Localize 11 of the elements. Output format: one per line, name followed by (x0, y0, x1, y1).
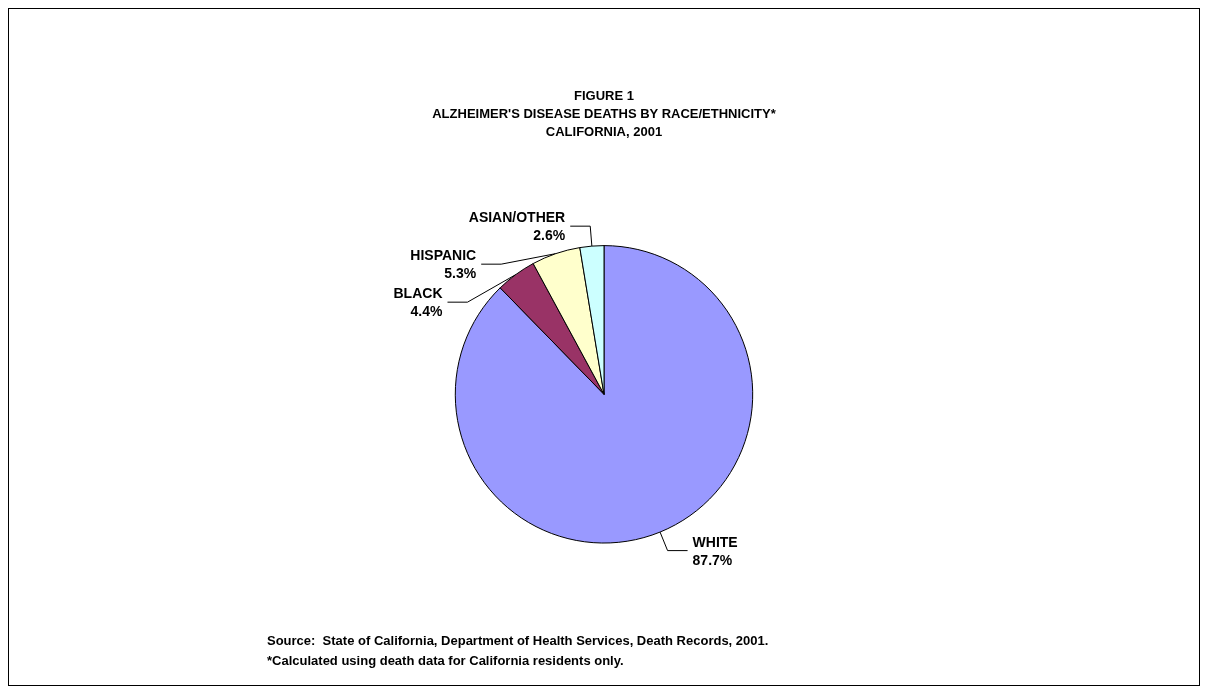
slice-label: BLACK (393, 285, 443, 302)
chart-title: FIGURE 1 ALZHEIMER'S DISEASE DEATHS BY RACE/ETHNICITY* CALIFORNIA, 2001 (432, 87, 777, 139)
data-label: 5.3% (444, 265, 477, 282)
slice-label: HISPANIC (410, 247, 477, 264)
data-label: 4.4% (410, 303, 444, 320)
slice-label: ASIAN/OTHER (468, 209, 566, 226)
text: *Calculated using death data for California residents only. (267, 653, 624, 668)
data-label: 87.7% (692, 551, 733, 568)
slice-label: WHITE (692, 533, 738, 550)
data-label: 2.6% (533, 227, 566, 244)
source-note: Source: State of California, Department of Health Services, Death Records, 2001. (267, 633, 769, 648)
